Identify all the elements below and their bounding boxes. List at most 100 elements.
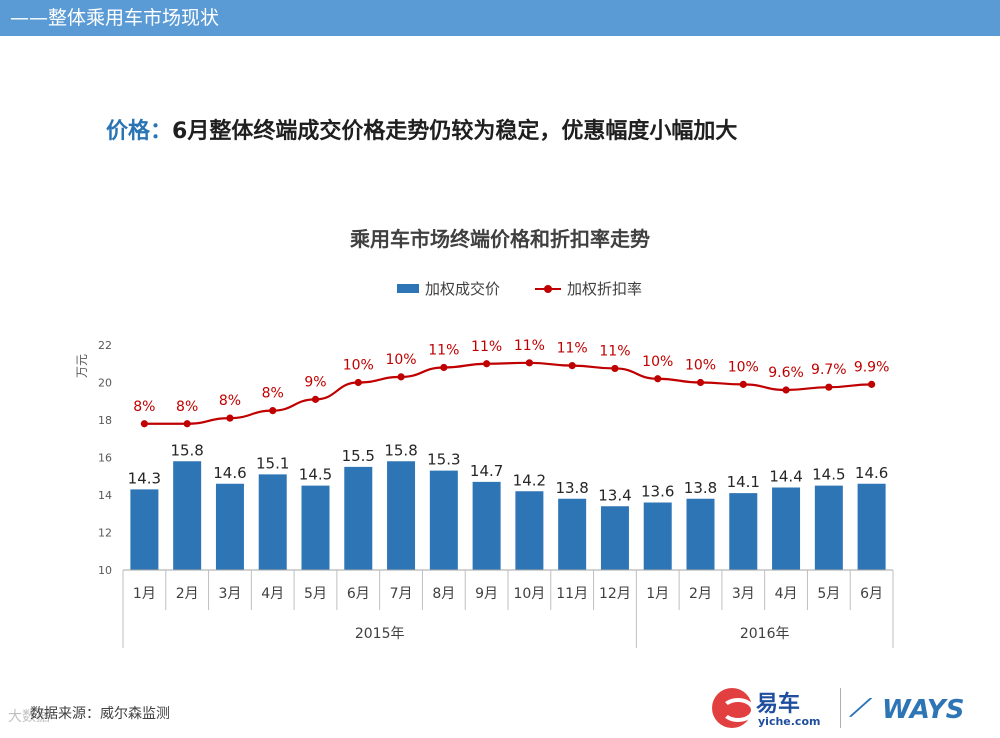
x-tick-label: 10月	[513, 586, 545, 602]
x-tick-label: 4月	[261, 586, 284, 602]
ways-logo-text: WAYS	[882, 695, 965, 725]
bar	[686, 498, 715, 570]
discount-value-label: 11%	[514, 338, 545, 354]
x-group-label: 2016年	[740, 626, 790, 642]
discount-value-label: 11%	[599, 343, 630, 359]
discount-value-label: 8%	[133, 399, 155, 415]
y-tick-label: 14	[98, 489, 112, 502]
discount-point	[868, 380, 876, 388]
x-tick-label: 11月	[556, 586, 588, 602]
discount-value-label: 9.9%	[854, 359, 890, 375]
discount-point	[311, 395, 320, 403]
bar	[772, 487, 801, 570]
bar-value-label: 13.8	[684, 479, 717, 497]
bar	[130, 489, 159, 570]
discount-value-label: 10%	[685, 358, 716, 374]
headline-label: 价格：	[106, 119, 173, 144]
bar-value-label: 14.6	[213, 464, 246, 482]
bar-value-label: 13.4	[598, 486, 631, 504]
x-tick-label: 12月	[599, 586, 631, 602]
bar-value-label: 14.6	[855, 464, 888, 482]
x-tick-label: 2月	[689, 586, 712, 602]
legend-item-discount: 加权折扣率	[535, 278, 642, 299]
discount-point	[140, 420, 148, 428]
discount-value-label: 10%	[642, 354, 673, 370]
x-tick-label: 7月	[390, 586, 413, 602]
x-tick-label: 6月	[860, 586, 883, 602]
chart-title: 乘用车市场终端价格和折扣率走势	[350, 227, 650, 251]
discount-point	[782, 386, 790, 394]
section-title: ——整体乘用车市场现状	[10, 7, 220, 29]
x-tick-label: 3月	[218, 586, 241, 602]
discount-value-label: 9.6%	[768, 365, 804, 381]
bar-value-label: 15.1	[256, 454, 289, 472]
bar-value-label: 14.2	[513, 471, 546, 489]
y-axis-label: 万元	[75, 354, 89, 378]
discount-point	[183, 420, 191, 428]
discount-point	[739, 380, 747, 388]
yiche-logo-text: 易车	[756, 692, 801, 717]
bar	[729, 493, 758, 570]
y-tick-label: 10	[98, 564, 112, 577]
watermark: 大数据	[8, 709, 50, 725]
x-tick-label: 9月	[475, 586, 498, 602]
bar-value-label: 14.7	[470, 462, 503, 480]
bar	[173, 461, 202, 570]
x-group-label: 2015年	[355, 626, 405, 642]
x-tick-label: 1月	[133, 586, 156, 602]
bar-value-label: 14.5	[812, 466, 845, 484]
discount-point	[696, 378, 705, 387]
header-bar: ——整体乘用车市场现状	[0, 0, 1000, 36]
discount-value-label: 9.7%	[811, 362, 847, 378]
legend-item-price: 加权成交价	[397, 278, 500, 299]
bar	[429, 470, 458, 570]
discount-point	[611, 364, 619, 373]
x-tick-label: 5月	[817, 586, 840, 602]
yiche-logo-domain: yiche.com	[758, 715, 821, 728]
bar	[515, 491, 544, 570]
discount-value-label: 8%	[219, 393, 241, 409]
discount-point	[440, 363, 448, 372]
yiche-logo-mark-icon	[712, 688, 755, 728]
bar	[258, 474, 287, 570]
discount-point	[654, 375, 662, 383]
y-tick-label: 18	[98, 414, 112, 427]
bar-value-label: 15.3	[427, 451, 460, 469]
bar	[857, 483, 886, 570]
discount-value-label: 8%	[262, 386, 284, 402]
bar-value-label: 15.8	[170, 441, 203, 459]
y-tick-label: 20	[98, 377, 112, 390]
bar	[643, 502, 672, 570]
bar	[387, 461, 416, 570]
discount-point	[483, 360, 491, 368]
logo-divider	[840, 688, 841, 728]
bar-value-label: 13.6	[641, 483, 674, 501]
bar	[344, 466, 373, 570]
ways-logo-mark-icon: ⟋	[848, 694, 873, 722]
discount-point	[226, 414, 234, 422]
x-tick-label: 4月	[775, 586, 798, 602]
bar	[600, 506, 629, 570]
discount-value-label: 10%	[728, 359, 759, 375]
discount-value-label: 10%	[385, 352, 416, 368]
x-tick-label: 8月	[432, 586, 455, 602]
bar	[814, 485, 843, 570]
bar	[472, 481, 501, 570]
bar-value-label: 15.8	[384, 441, 417, 459]
data-source-note: 数据来源：威尔森监测	[30, 706, 170, 722]
x-tick-label: 5月	[304, 586, 327, 602]
bar-value-label: 14.5	[299, 466, 332, 484]
yiche-logo: 易车 yiche.com	[712, 684, 827, 732]
chart-legend: 加权成交价 加权折扣率	[0, 278, 1000, 300]
bar	[215, 483, 244, 570]
bar-value-label: 14.3	[128, 469, 161, 487]
x-tick-label: 1月	[646, 586, 669, 602]
discount-point	[397, 373, 405, 381]
bar	[301, 485, 330, 570]
discount-value-label: 8%	[176, 399, 198, 415]
bar	[558, 498, 587, 570]
headline-text: 6月整体终端成交价格走势仍较为稳定，优惠幅度小幅加大	[172, 119, 738, 144]
discount-line	[144, 361, 872, 425]
discount-point	[525, 359, 533, 367]
